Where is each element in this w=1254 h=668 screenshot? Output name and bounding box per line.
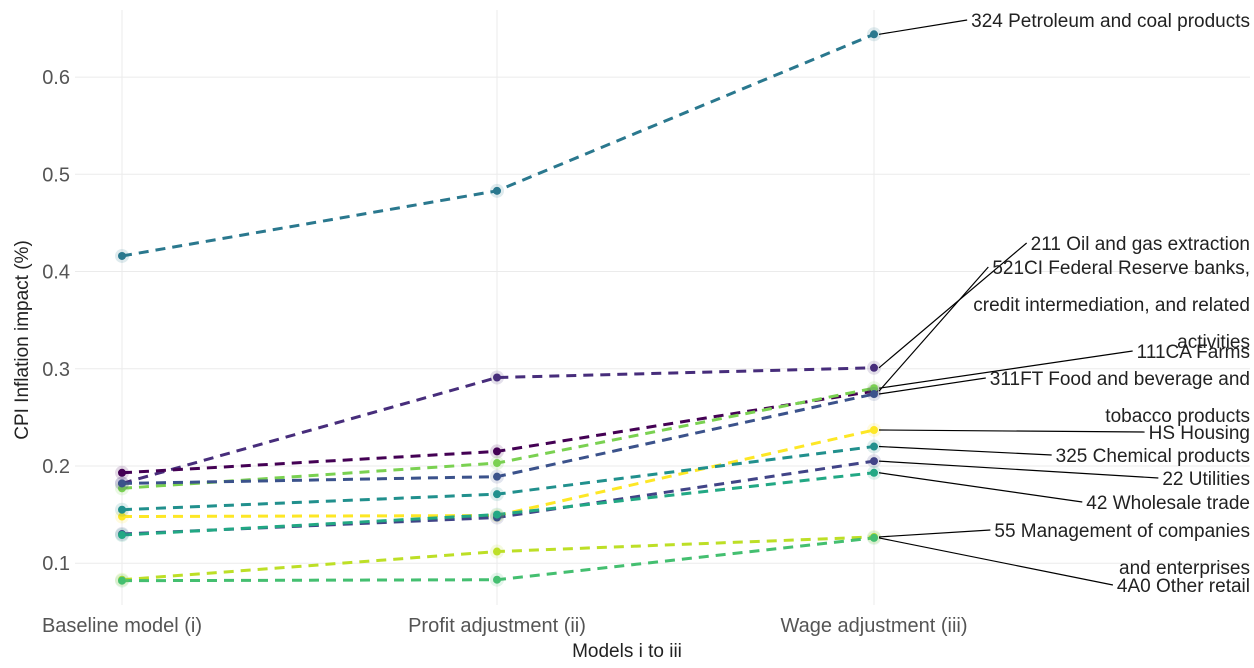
point (493, 547, 501, 556)
point (118, 512, 126, 521)
point (870, 390, 878, 399)
leader-line (878, 529, 991, 538)
point (118, 576, 126, 585)
point (118, 479, 126, 488)
series-label: 324 Petroleum and coal products (971, 11, 1250, 32)
point (493, 490, 501, 499)
point (493, 373, 501, 382)
point (870, 468, 878, 477)
x-tick-label: Profit adjustment (ii) (408, 615, 586, 637)
x-tick-label: Baseline model (i) (42, 615, 202, 637)
series-label: 311FT Food and beverage and tobacco produ… (990, 369, 1250, 427)
point (870, 384, 878, 393)
point (870, 442, 878, 451)
point (493, 510, 501, 519)
point (493, 459, 501, 468)
leader-line (878, 377, 986, 395)
leader-line (878, 266, 989, 392)
point (118, 468, 126, 477)
point (118, 505, 126, 514)
leader-line (878, 19, 968, 35)
series-label: 22 Utilities (1162, 469, 1250, 490)
grid (75, 10, 1250, 605)
series-label: 55 Management of companies and enterprise… (994, 521, 1250, 579)
point (493, 186, 501, 195)
y-tick-label: 0.3 (42, 359, 70, 381)
leader-line (878, 472, 1083, 503)
point (870, 457, 878, 466)
point (870, 533, 878, 542)
y-tick-label: 0.1 (42, 553, 70, 575)
leader-line (878, 429, 1145, 433)
point (493, 575, 501, 584)
point (870, 363, 878, 372)
series-line (121, 32, 875, 258)
series-label: 4A0 Other retail (1117, 576, 1250, 597)
y-tick-label: 0.5 (42, 164, 70, 186)
y-tick-label: 0.6 (42, 67, 70, 89)
point (870, 30, 878, 39)
point (118, 251, 126, 260)
y-axis-title: CPI Inflation impact (%) (12, 240, 33, 440)
series-label: 521CI Federal Reserve banks, credit inter… (973, 258, 1250, 353)
y-tick-label: 0.2 (42, 456, 70, 478)
series-label: HS Housing (1149, 423, 1250, 444)
leader-line (878, 460, 1159, 479)
point (493, 447, 501, 456)
point (870, 426, 878, 434)
x-tick-label: Wage adjustment (iii) (780, 615, 967, 637)
leader-line (878, 350, 1133, 389)
leader-line (878, 537, 1114, 586)
leader-line (878, 445, 1052, 456)
series-label: 111CA Farms (1137, 342, 1250, 363)
y-tick-label: 0.4 (42, 262, 70, 284)
series-label: 42 Wholesale trade (1086, 493, 1250, 514)
series-label: 325 Chemical products (1056, 446, 1250, 467)
point (493, 472, 501, 481)
series-label: 211 Oil and gas extraction (1031, 234, 1250, 255)
point (118, 531, 126, 539)
x-axis-title: Models i to iii (572, 641, 682, 662)
leader-line (878, 242, 1028, 369)
